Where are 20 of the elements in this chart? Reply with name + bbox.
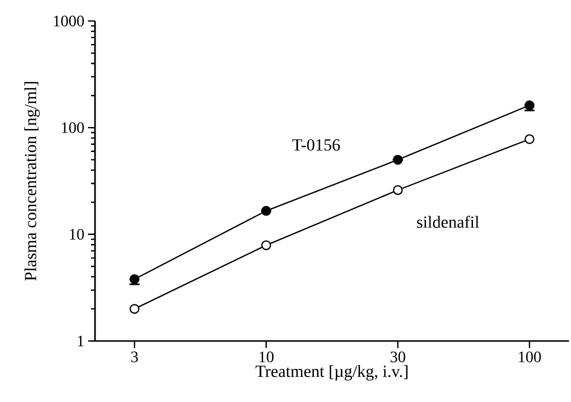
point bbox=[524, 134, 534, 144]
x-axis-title: Treatment [µg/kg, i.v.] bbox=[256, 365, 408, 381]
point bbox=[261, 240, 272, 250]
y-axis-title: Plasma concentration [ng/ml] bbox=[24, 82, 40, 281]
point bbox=[261, 206, 272, 216]
x-tick-label: 30 bbox=[390, 352, 406, 362]
y-tick-label: 100 bbox=[62, 122, 84, 134]
x-tick-label: 3 bbox=[131, 352, 138, 362]
point bbox=[392, 185, 403, 196]
y-tick-label: 1000 bbox=[54, 16, 84, 26]
point bbox=[130, 274, 140, 284]
series-label: sildenafil bbox=[417, 216, 480, 228]
y-tick-label: 10 bbox=[70, 228, 84, 240]
x-tick-label: 10 bbox=[260, 352, 274, 362]
point bbox=[392, 154, 403, 165]
series-label: T-0156 bbox=[292, 139, 340, 151]
x-tick-label: 100 bbox=[518, 352, 541, 362]
point bbox=[524, 100, 534, 110]
point bbox=[130, 304, 140, 314]
y-tick-label: 1 bbox=[78, 336, 84, 346]
